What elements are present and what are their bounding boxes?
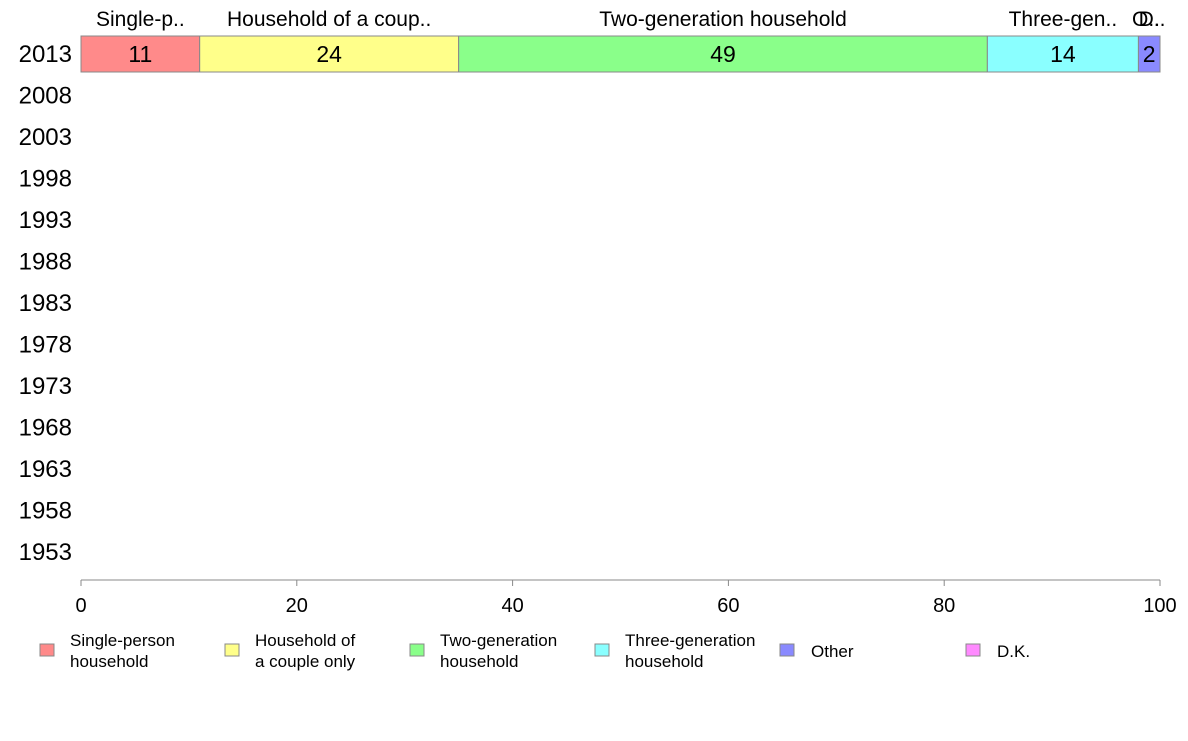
y-tick-label: 1988: [19, 249, 72, 276]
legend-label: Other: [811, 642, 854, 661]
legend-label: Two-generation: [440, 631, 557, 650]
series-top-label: O..: [1132, 8, 1160, 31]
bar-segment: [458, 35, 988, 73]
legend-label: household: [625, 652, 703, 671]
data-label: 24: [316, 41, 342, 67]
legend-label: Household of: [255, 631, 355, 650]
y-tick-label: 2013: [19, 41, 72, 68]
x-tick-label: 80: [933, 595, 955, 617]
y-tick-label: 1978: [19, 332, 72, 359]
bar-segment: [80, 35, 201, 73]
legend-label: a couple only: [255, 652, 356, 671]
legend-swatch: [594, 643, 610, 657]
legend-label: Three-generation: [625, 631, 755, 650]
y-tick-label: 1998: [19, 166, 72, 193]
data-label: 11: [128, 41, 152, 67]
series-top-label: Single-p..: [96, 8, 185, 31]
y-tick-label: 2003: [19, 124, 72, 151]
legend-label: household: [440, 652, 518, 671]
bar-segment: [1137, 35, 1161, 73]
x-tick-label: 0: [75, 595, 86, 617]
legend-label: Single-person: [70, 631, 175, 650]
legend-swatch: [39, 643, 55, 657]
x-tick-label: 20: [286, 595, 308, 617]
legend-swatch: [409, 643, 425, 657]
y-tick-label: 1958: [19, 498, 72, 525]
series-top-label: Two-generation household: [599, 8, 847, 31]
legend-label: D.K.: [997, 642, 1030, 661]
legend-swatch: [779, 643, 795, 657]
y-tick-label: 2008: [19, 83, 72, 110]
x-tick-label: 100: [1143, 595, 1176, 617]
legend-swatch: [224, 643, 240, 657]
legend-swatch: [965, 643, 981, 657]
series-top-label: Household of a coup..: [227, 8, 431, 31]
data-label: 14: [1050, 41, 1076, 67]
bar-segment: [199, 35, 460, 73]
x-tick-label: 40: [501, 595, 523, 617]
y-tick-label: 1983: [19, 290, 72, 317]
series-top-label: Three-gen..: [1009, 8, 1118, 31]
x-tick-label: 60: [717, 595, 739, 617]
y-tick-label: 1963: [19, 456, 72, 483]
y-tick-label: 1968: [19, 415, 72, 442]
data-label: 49: [710, 41, 736, 67]
data-label: 2: [1143, 41, 1156, 67]
y-tick-label: 1953: [19, 539, 72, 566]
y-tick-label: 1993: [19, 207, 72, 234]
y-tick-label: 1973: [19, 373, 72, 400]
legend-label: household: [70, 652, 148, 671]
series-top-label: D..: [1139, 8, 1166, 31]
